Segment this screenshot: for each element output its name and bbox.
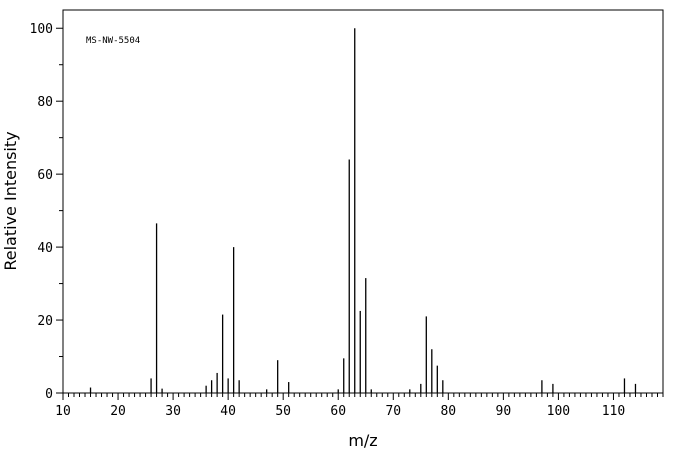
x-tick-label: 110: [602, 404, 625, 419]
x-tick-label: 10: [55, 404, 71, 419]
x-tick-label: 50: [275, 404, 291, 419]
x-tick-label: 20: [110, 404, 126, 419]
y-tick-label: 40: [37, 241, 53, 256]
spectrum-id-annotation: MS-NW-5504: [86, 36, 140, 46]
x-tick-label: 60: [330, 404, 346, 419]
y-tick-label: 60: [37, 168, 53, 183]
x-tick-label: 70: [385, 404, 401, 419]
peak-bars: [89, 28, 637, 393]
x-tick-label: 90: [496, 404, 512, 419]
x-tick-label: 80: [440, 404, 456, 419]
y-tick-label: 20: [37, 314, 53, 329]
y-axis-ticks: 0 20 40 60 80 100: [30, 22, 63, 402]
y-tick-label: 0: [45, 387, 53, 402]
y-tick-label: 80: [37, 95, 53, 110]
x-axis-title: m/z: [348, 431, 377, 450]
plot-frame: [62, 9, 664, 394]
x-tick-label: 30: [165, 404, 181, 419]
y-tick-label: 100: [30, 22, 53, 37]
x-tick-label: 100: [547, 404, 570, 419]
x-tick-label: 40: [220, 404, 236, 419]
y-axis-title: Relative Intensity: [1, 131, 20, 270]
x-axis-ticks: 10 20 30 40 50 60 70 80 90 100 110: [55, 393, 664, 419]
